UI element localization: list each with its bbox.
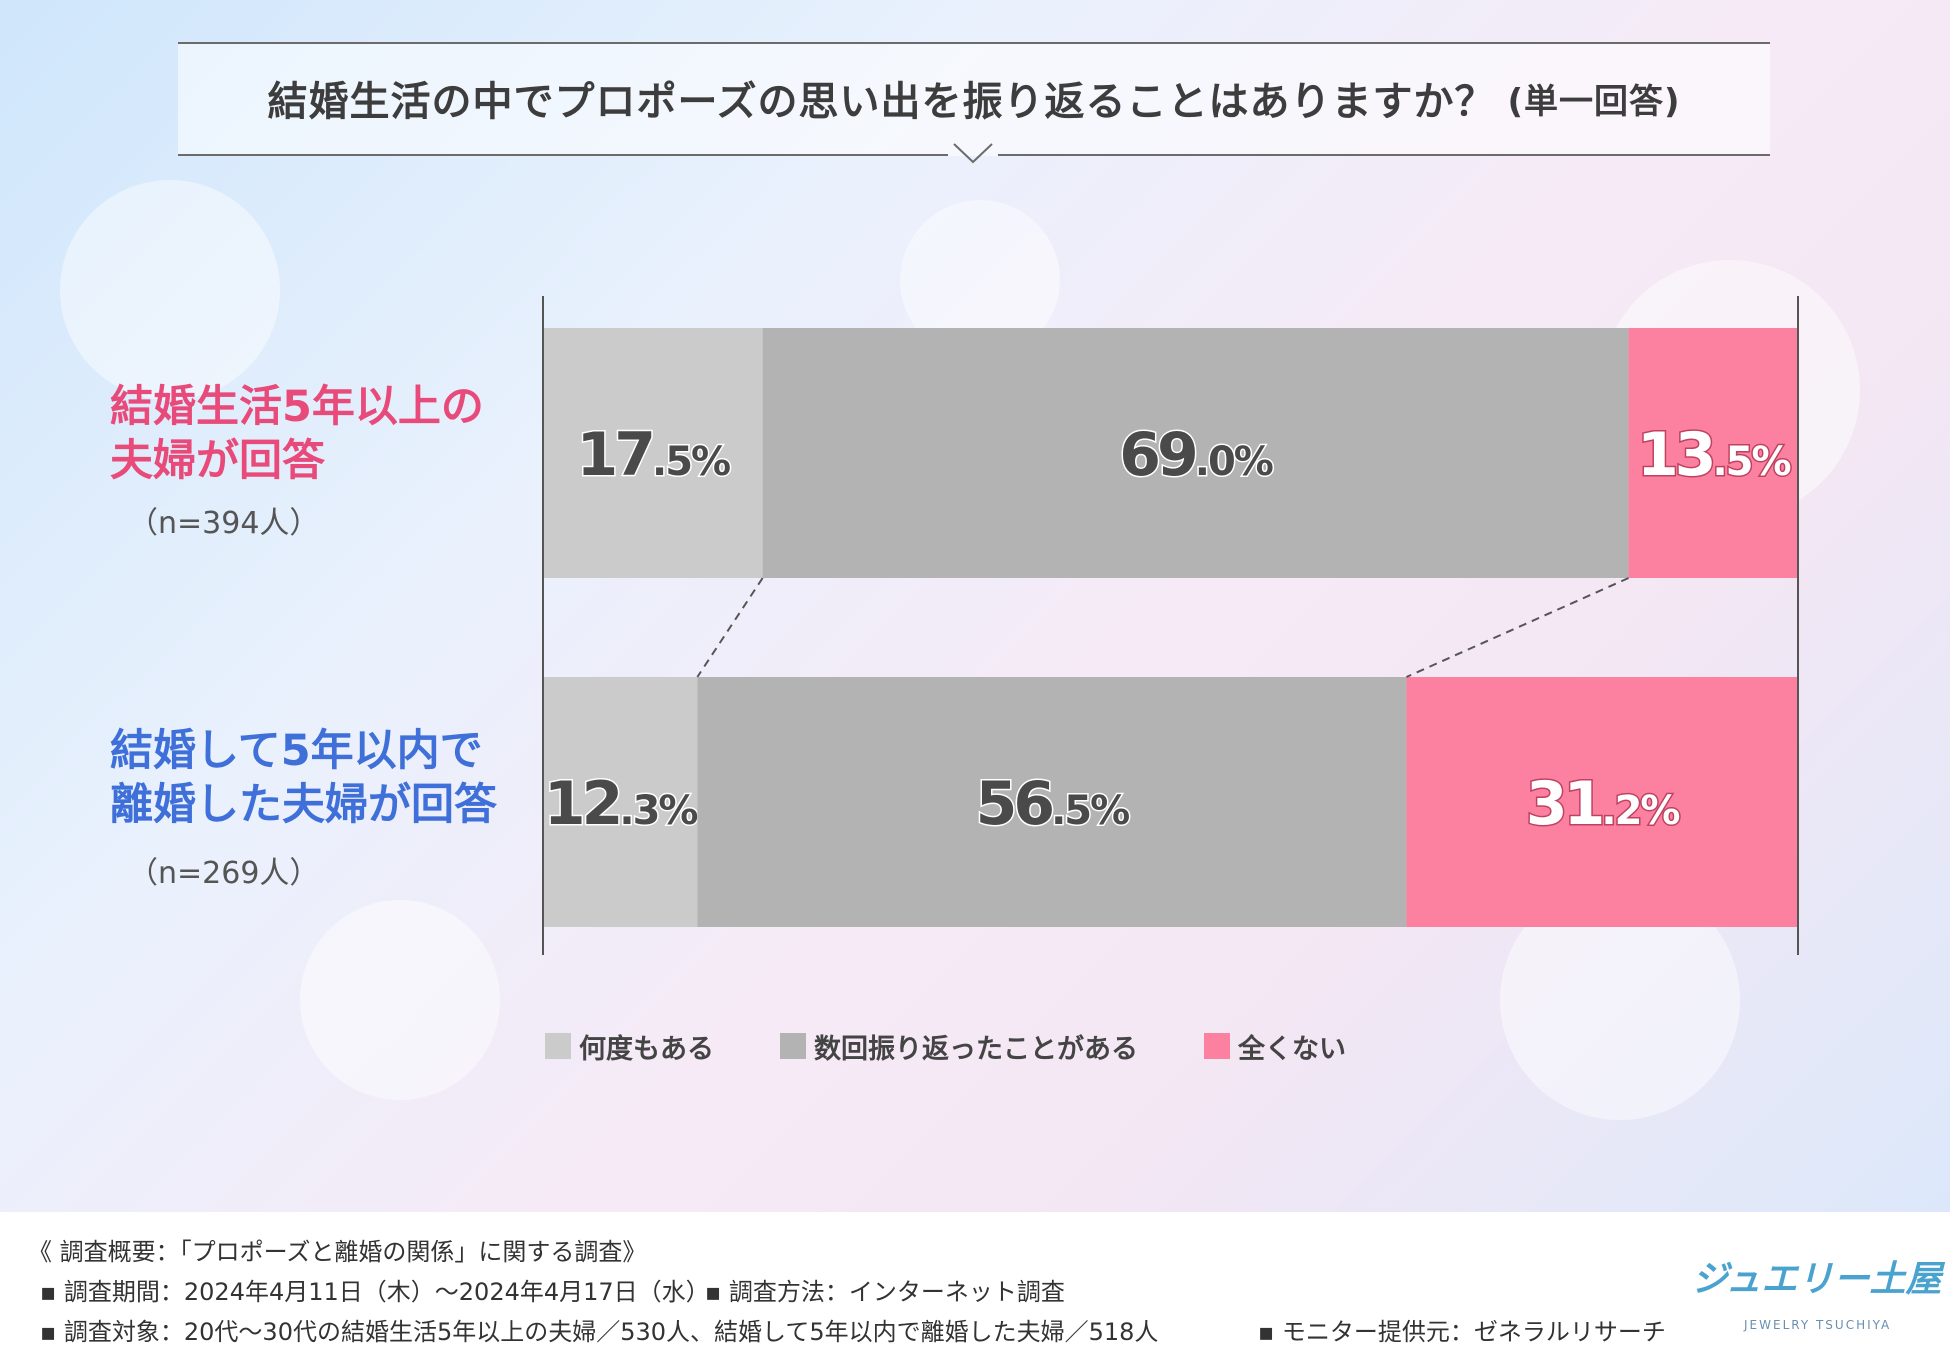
connector-line [1406,577,1629,678]
bokeh-decoration [300,900,500,1100]
chart-legend: 何度もある 数回振り返ったことがある 全くない [545,1026,1412,1066]
data-label: 31.2% [1526,769,1680,839]
chart-title: 結婚生活の中でプロポーズの思い出を振り返ることはありますか？ (単一回答) [178,42,1770,154]
connector-line [696,577,764,678]
chart-title-sub: (単一回答) [1507,81,1681,122]
row-label-line: 離婚した夫婦が回答 [110,780,497,830]
title-rule [998,154,1770,156]
data-label: 56.5% [976,769,1130,839]
legend-swatch [545,1033,571,1059]
footer-provider: ▪ モニター提供元：ゼネラルリサーチ [1258,1318,1666,1346]
data-label: 17.5% [577,420,731,490]
stacked-bar-chart: 17.5% 69.0% 13.5% 12.3% 56.5% 31.2% [542,296,1799,955]
row-sample-size: （n=394人） [128,506,320,541]
legend-item: 全くない [1204,1027,1346,1066]
data-label: 13.5% [1637,420,1791,490]
bar-segment [1628,328,1798,578]
title-rule [178,154,948,156]
row-label-divorced: 結婚して5年以内で 離婚した夫婦が回答 [110,724,497,832]
legend-swatch [780,1033,806,1059]
footer-header: 《 調査概要：「プロポーズと離婚の関係」に関する調査》 [28,1238,647,1266]
bar-segment [543,677,698,927]
legend-label: 全くない [1238,1033,1346,1065]
footer-method: ▪ 調査方法：インターネット調査 [705,1278,1065,1306]
bokeh-decoration [60,180,280,400]
data-label: 12.3% [544,769,698,839]
legend-label: 数回振り返ったことがある [814,1033,1138,1065]
footer-period: ▪ 調査期間：2024年4月11日（木）～2024年4月17日（水） [40,1278,710,1306]
row-label-married: 結婚生活5年以上の 夫婦が回答 [110,380,484,488]
title-box [178,42,1770,156]
row-label-line: 結婚して5年以内で [110,726,483,776]
chart-title-main: 結婚生活の中でプロポーズの思い出を振り返ることはありますか？ [267,79,1496,125]
legend-item: 何度もある [545,1027,714,1066]
brand-logo: ジュエリー土屋 JEWELRY TSUCHIYA [1692,1242,1941,1342]
data-label: 69.0% [1119,420,1273,490]
logo-text: ジュエリー土屋 [1692,1259,1942,1300]
bar-segment [1406,677,1798,927]
row-label-line: 結婚生活5年以上の [110,382,484,432]
bar-segment [697,677,1407,927]
row-sample-size: （n=269人） [128,856,320,891]
footer-target: ▪ 調査対象：20代～30代の結婚生活5年以上の夫婦／530人、結婚して5年以内… [40,1318,1159,1346]
logo-subtext: JEWELRY TSUCHIYA [1744,1318,1892,1332]
row-label-line: 夫婦が回答 [110,436,325,486]
legend-item: 数回振り返ったことがある [780,1027,1138,1066]
legend-swatch [1204,1033,1230,1059]
chevron-down-icon [953,143,993,164]
legend-label: 何度もある [579,1033,714,1065]
bar-segment [543,328,763,578]
survey-footer: 《 調査概要：「プロポーズと離婚の関係」に関する調査》 ▪ 調査期間：2024年… [0,1212,1950,1350]
bar-segment [762,328,1629,578]
